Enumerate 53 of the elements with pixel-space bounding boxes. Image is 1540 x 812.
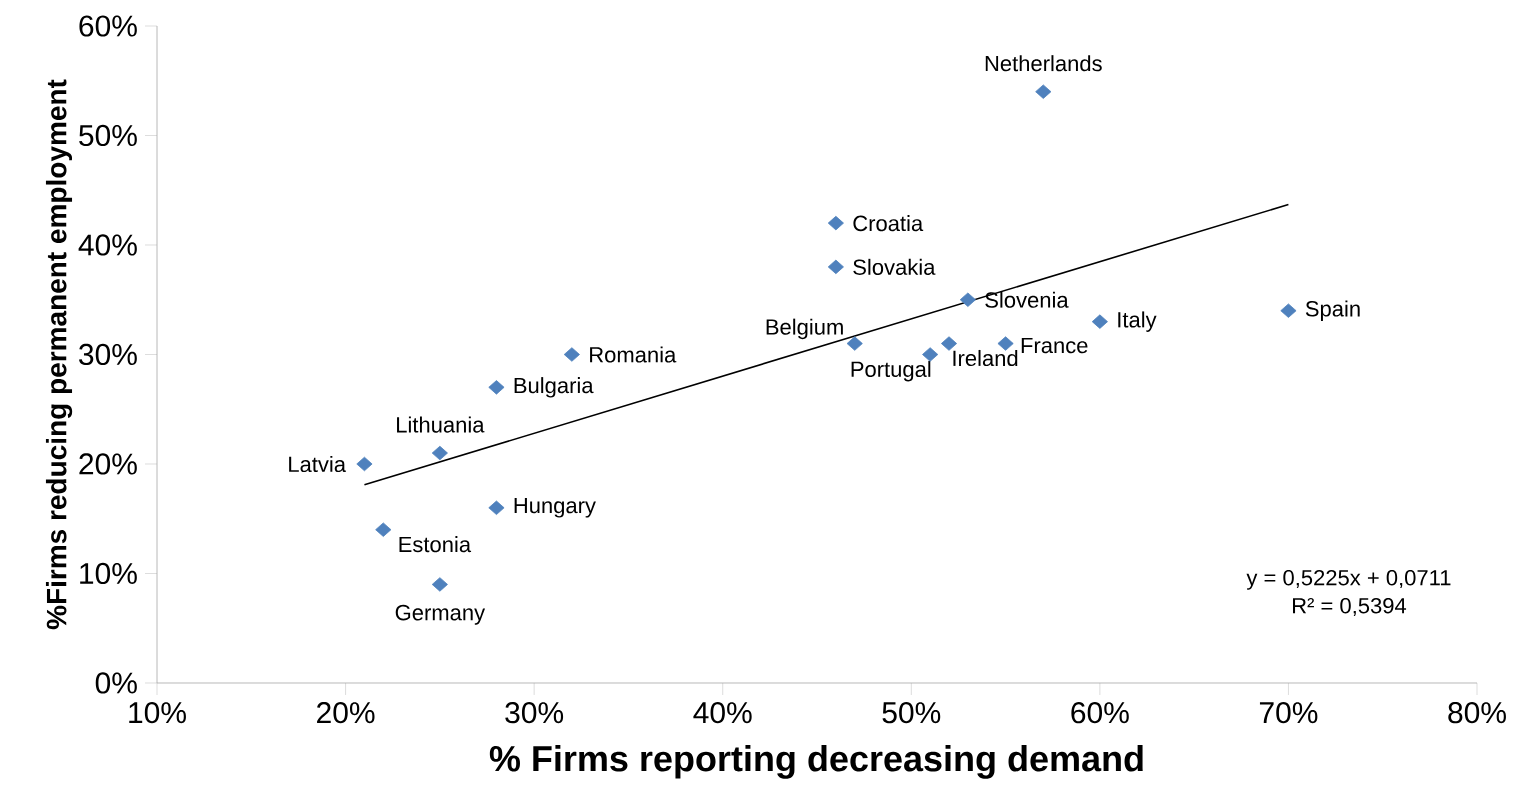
annotation: France [1021,337,1088,354]
annotation: Portugal [851,360,931,382]
annotation: Spain [1305,300,1360,321]
point [940,336,958,351]
point [488,380,505,395]
annotation: Slovakia [853,258,936,275]
annotation: Hungary [514,497,596,518]
annotation: Germany [395,604,486,625]
annotation: Lithuania [397,416,485,433]
point [1035,84,1052,99]
y-tick-label: 60% [79,15,137,37]
x-tick-label: 20% [317,702,375,724]
x-tick-label: 60% [1071,702,1129,724]
annotation: Romania [590,346,677,363]
point [356,456,373,472]
annotation: Latvia [289,455,347,473]
annotation: y = 0,5225x + 0,0711 [1246,569,1451,590]
x-tick-label: 30% [505,702,564,724]
y-tick-label: 30% [79,343,137,366]
y-tick-label: 50% [79,124,137,147]
x-tick-label: 40% [693,702,752,724]
point [375,522,392,537]
point [431,445,448,461]
y-tick-label: 10% [80,562,137,585]
point [959,292,976,307]
y-tick-label: 20% [79,453,137,475]
annotation: R² = 0,5394 [1293,597,1407,617]
x-tick-label: 80% [1448,702,1506,724]
annotation: Slovenia [985,291,1069,308]
point [1091,314,1108,329]
point [922,347,939,362]
annotation: Estonia [399,536,472,553]
point [827,215,844,231]
point [488,500,505,515]
x-tick-label: 10% [129,702,186,724]
point [827,259,844,275]
annotation: Netherlands [985,55,1102,72]
point [846,336,863,351]
y-axis-title: %Firms reducing permanent employment [45,79,73,630]
y-tick-label: 40% [78,234,137,256]
point [431,577,448,592]
annotation: Ireland [953,349,1018,367]
x-tick-label: 50% [882,702,941,724]
x-axis-title: % Firms reporting decreasing demand [489,745,1143,779]
annotation: Bulgaria [514,377,594,398]
annotation: Italy [1118,311,1157,332]
point [997,336,1014,351]
point [563,347,580,362]
annotation: Croatia [853,215,924,232]
x-tick-label: 70% [1259,702,1318,724]
y-tick-label: 0% [95,672,137,694]
point [1280,303,1297,318]
annotation: Belgium [766,318,843,340]
